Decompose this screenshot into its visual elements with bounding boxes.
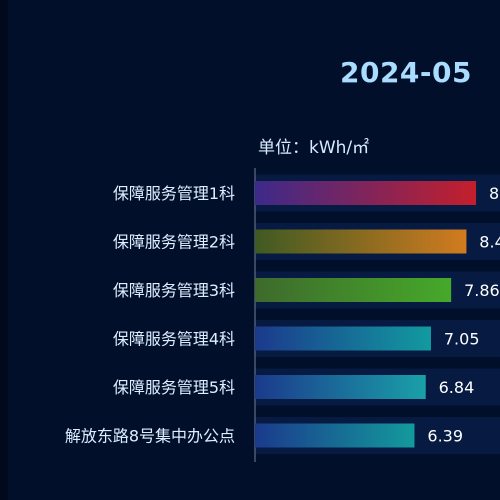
value-label: 6.39 <box>427 427 463 446</box>
period-title: 2024-05 <box>339 56 472 89</box>
value-label: 7.86 <box>464 281 500 300</box>
bar-5[interactable] <box>255 375 426 399</box>
bar-2[interactable] <box>255 229 467 254</box>
left-edge-strip <box>0 0 8 500</box>
unit-label: 单位：kWh/㎡ <box>258 138 370 158</box>
category-label: 保障服务管理5科 <box>113 378 235 397</box>
bar-3[interactable] <box>255 278 452 302</box>
category-label: 解放东路8号集中办公点 <box>65 427 235 446</box>
bar-end-cap <box>423 375 426 399</box>
bar-end-cap <box>474 181 477 205</box>
bar-end-cap <box>412 423 415 448</box>
bar-end-cap <box>449 278 452 302</box>
value-label: 6.84 <box>439 378 475 397</box>
category-label: 保障服务管理3科 <box>113 281 235 300</box>
bar-6[interactable] <box>255 423 415 448</box>
category-label: 保障服务管理4科 <box>113 330 235 349</box>
value-label: 8.8 <box>489 184 500 203</box>
bar-end-cap <box>428 326 431 351</box>
category-label: 保障服务管理2科 <box>113 233 235 252</box>
bar-1[interactable] <box>255 181 477 205</box>
category-label: 保障服务管理1科 <box>113 184 235 203</box>
bar-end-cap <box>464 229 467 254</box>
bar-4[interactable] <box>255 326 431 351</box>
value-label: 8.4 <box>479 233 500 252</box>
value-label: 7.05 <box>444 330 480 349</box>
